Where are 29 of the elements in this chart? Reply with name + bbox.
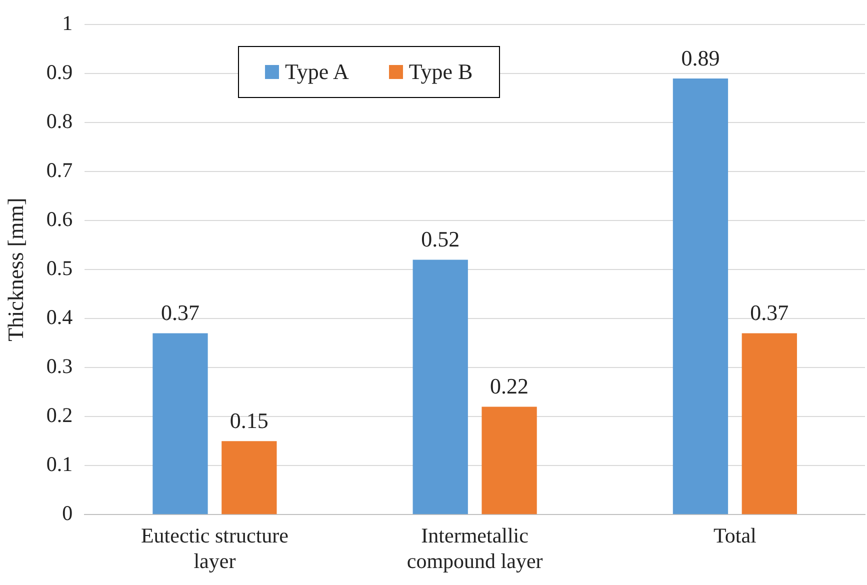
- y-tick-label: 0.7: [46, 158, 73, 182]
- y-tick-label: 1: [62, 11, 73, 36]
- y-tick-label: 0.9: [46, 60, 73, 84]
- bar: [152, 333, 208, 514]
- legend-label: Type A: [285, 59, 349, 85]
- data-label: 0.37: [160, 300, 200, 326]
- y-tick-label: 0.5: [46, 256, 73, 280]
- bar: [222, 441, 277, 514]
- legend-label: Type B: [408, 59, 473, 85]
- data-label: 0.89: [681, 45, 720, 70]
- bar: [482, 406, 537, 514]
- y-tick-label: 0: [62, 501, 73, 526]
- data-label: 0.52: [421, 226, 460, 252]
- data-label: 0.37: [750, 300, 789, 326]
- y-tick-label: 0.3: [46, 354, 73, 378]
- y-axis-title: Thickness [mm]: [2, 198, 28, 342]
- y-tick-label: 0.4: [46, 305, 74, 330]
- data-label: 0.15: [230, 408, 268, 433]
- x-tick-label: Total: [714, 524, 757, 548]
- bar: [412, 260, 468, 514]
- x-tick-label: Eutectic structure layer: [140, 524, 288, 573]
- y-tick-label: 0.2: [46, 403, 73, 428]
- y-tick-label: 0.8: [46, 109, 73, 134]
- bar: [672, 78, 728, 514]
- data-label: 0.22: [490, 374, 529, 399]
- y-tick-label: 0.6: [46, 207, 73, 232]
- y-tick-label: 0.1: [46, 452, 73, 476]
- x-tick-label: Intermetallic compound layer: [406, 524, 543, 573]
- bar: [742, 333, 797, 514]
